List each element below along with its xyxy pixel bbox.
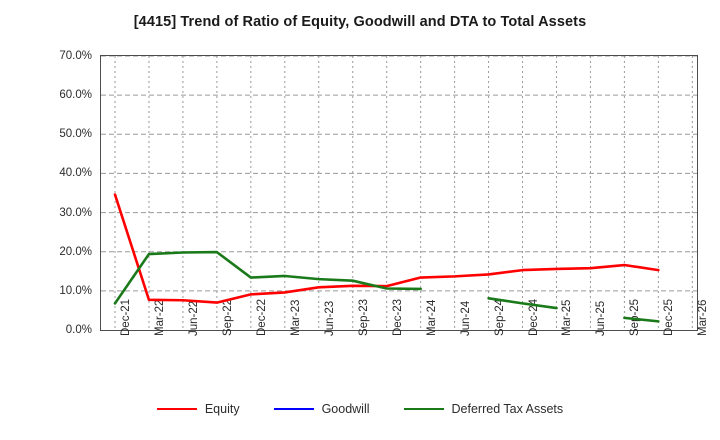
- y-tick-label: 70.0%: [59, 50, 92, 62]
- legend-color-swatch: [403, 408, 444, 410]
- y-axis-tick-labels: 0.0% 10.0% 20.0% 30.0% 40.0% 50.0% 60.0% 70.0%: [0, 0, 96, 440]
- series-line: [487, 296, 558, 310]
- y-axis-line: [100, 55, 101, 331]
- y-tick-label: 0.0%: [65, 324, 92, 336]
- y-tick-label: 60.0%: [59, 89, 92, 102]
- legend-item[interactable]: Deferred Tax Assets: [403, 402, 564, 416]
- chart-title: [4415] Trend of Ratio of Equity, Goodwil…: [133, 14, 587, 30]
- legend-label: Goodwill: [321, 402, 370, 416]
- chart-legend: Equity Goodwill Deferred Tax Assets: [0, 402, 720, 416]
- y-tick-label: 50.0%: [59, 128, 92, 141]
- legend-label: Deferred Tax Assets: [451, 402, 564, 416]
- legend-label: Equity: [204, 402, 240, 416]
- y-tick-label: 30.0%: [59, 206, 92, 219]
- series-line: [113, 250, 422, 305]
- y-tick-label: 20.0%: [59, 245, 92, 258]
- x-tick-label: Mar-26: [697, 299, 710, 336]
- plot-area: [101, 56, 697, 330]
- legend-item[interactable]: Equity: [156, 402, 240, 416]
- legend-color-swatch: [273, 408, 314, 410]
- plot-right-border: [697, 55, 698, 331]
- y-tick-label: 10.0%: [59, 284, 92, 297]
- y-tick-label: 40.0%: [59, 167, 92, 180]
- x-axis-line: [100, 330, 698, 331]
- legend-color-swatch: [156, 408, 197, 410]
- legend-item[interactable]: Goodwill: [273, 402, 370, 416]
- series-line: [113, 193, 660, 304]
- series-line: [623, 316, 660, 323]
